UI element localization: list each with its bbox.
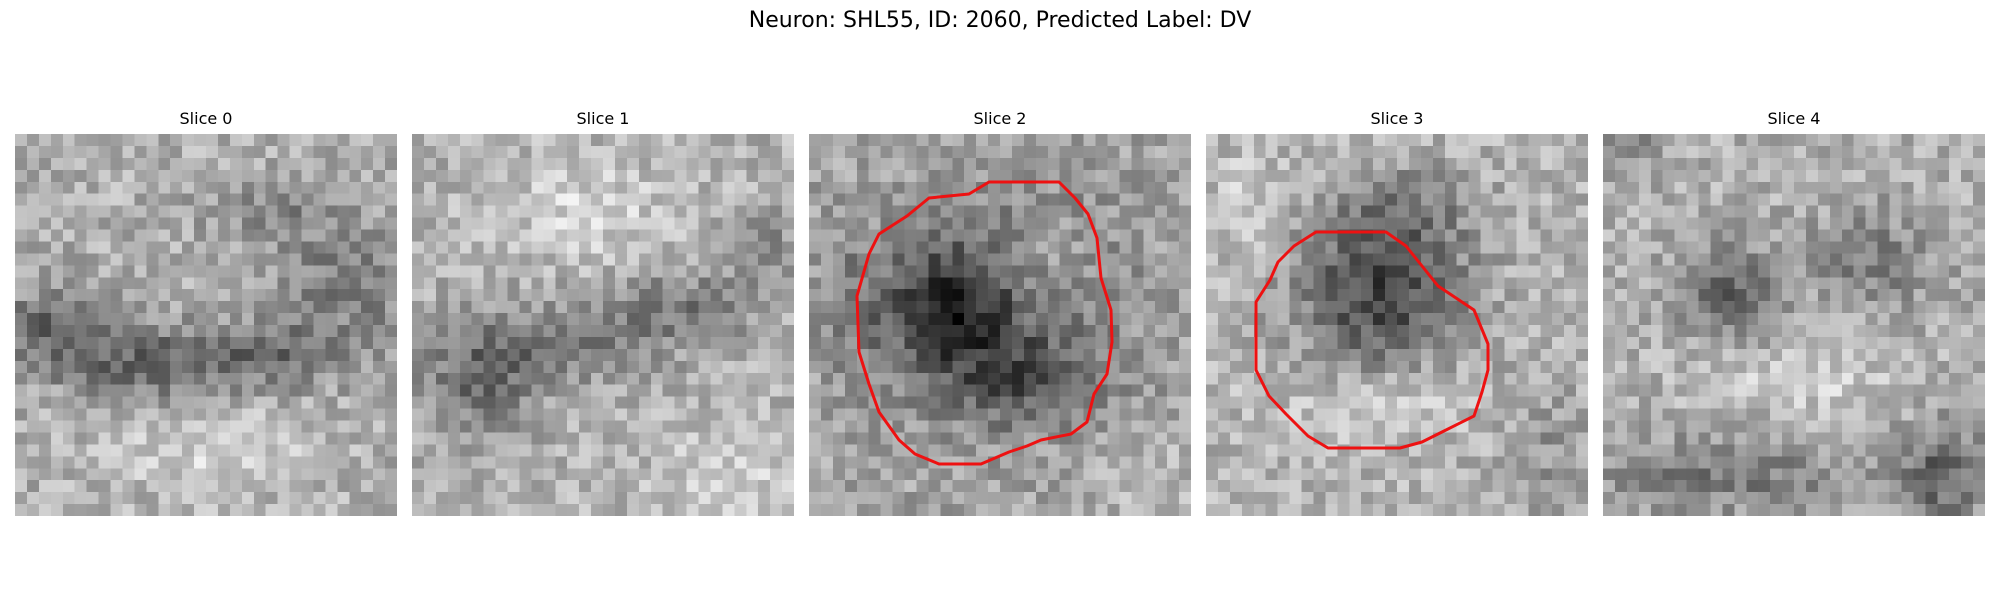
- slice-panel-4: Slice 4: [1603, 108, 1985, 516]
- roi-outline-2: [855, 180, 1114, 466]
- roi-contour-slice-2: [855, 180, 1114, 466]
- slice-image-2: [809, 134, 1191, 516]
- roi-contour-slice-3: [1254, 230, 1490, 450]
- slice-title-0: Slice 0: [179, 109, 233, 128]
- figure-title: Neuron: SHL55, ID: 2060, Predicted Label…: [748, 8, 1252, 33]
- slice-panel-1: Slice 1: [412, 108, 794, 516]
- slice-image-0: [15, 134, 397, 516]
- slice-title-4: Slice 4: [1767, 109, 1821, 128]
- slice-panel-0: Slice 0: [15, 108, 397, 516]
- slice-panel-3: Slice 3: [1206, 108, 1588, 516]
- roi-outline-3: [1254, 230, 1490, 450]
- slice-image-1: [412, 134, 794, 516]
- slice-image-3: [1206, 134, 1588, 516]
- slice-panel-2: Slice 2: [809, 108, 1191, 516]
- slice-title-3: Slice 3: [1370, 109, 1424, 128]
- slice-image-4: [1603, 134, 1985, 516]
- slice-title-1: Slice 1: [576, 109, 630, 128]
- slice-title-2: Slice 2: [973, 109, 1027, 128]
